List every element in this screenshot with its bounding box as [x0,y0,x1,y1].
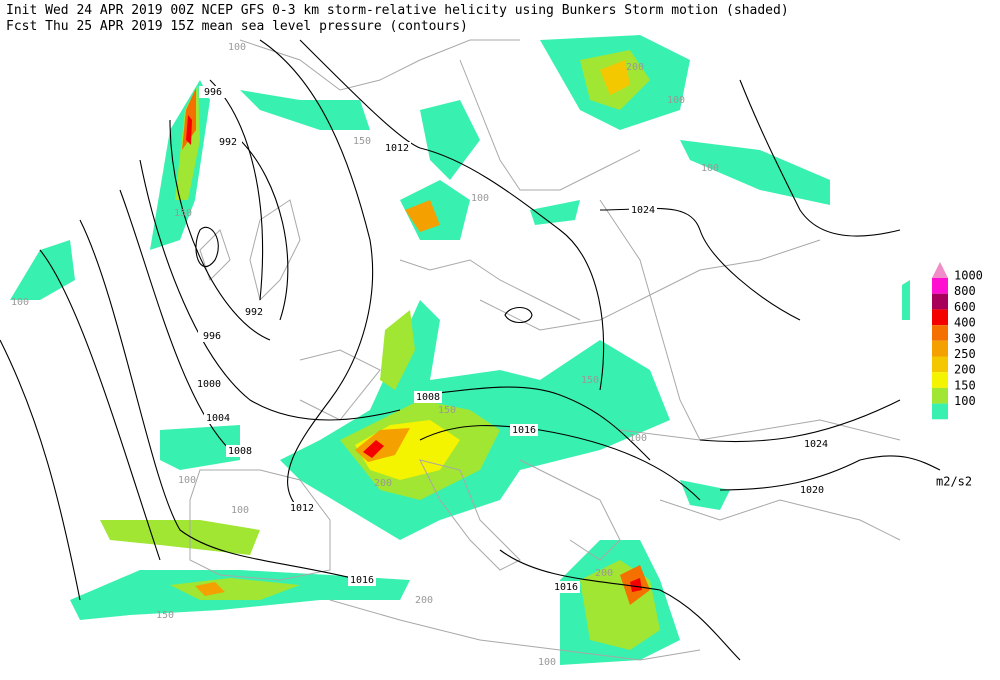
helicity-label: 100 [701,163,719,174]
helicity-label: 200 [626,62,644,73]
legend-swatch [932,325,948,341]
isobar-label-bg [414,391,442,403]
helicity-label: 100 [231,505,249,516]
legend-swatch [932,372,948,388]
legend-label: 800 [954,284,976,298]
isobar-label-bg [802,438,830,450]
isobar-label: 1024 [631,205,655,216]
helicity-label: 150 [156,610,174,621]
isobar-label: 1008 [228,446,252,457]
legend-label: 200 [954,363,976,377]
isobar-label: 1012 [385,143,409,154]
helicity-shading [10,35,910,665]
legend-label: 100 [954,394,976,408]
header-line: Fcst Thu 25 APR 2019 15Z mean sea level … [6,19,468,34]
isobar-label-bg [288,502,316,514]
isobar-label-bg [798,484,826,496]
isobar-label: 1016 [554,582,578,593]
coastlines [189,39,901,661]
isobar-label: 996 [204,87,222,98]
legend-label: 250 [954,347,976,361]
helicity-label: 100 [11,297,29,308]
legend-swatch [932,309,948,326]
isobar-label-bg [214,136,242,148]
isobar-label: 1016 [350,575,374,586]
helicity-label: 150 [438,405,456,416]
helicity-label: 150 [353,136,371,147]
isobar-label-bg [240,306,268,318]
legend-swatch [932,387,948,404]
isobar-label: 1004 [206,413,230,424]
isobar-label: 996 [203,331,221,342]
helicity-label: 100 [629,433,647,444]
legend-label: 150 [954,378,976,392]
isobar-label: 1024 [804,439,828,450]
helicity-label: 150 [174,208,192,219]
isobar-label-bg [198,330,226,342]
isobar-label-bg [383,142,411,154]
helicity-label: 100 [178,475,196,486]
isobar-label-bg [204,412,232,424]
helicity-label: 200 [374,478,392,489]
isobar-label-bg [629,204,657,216]
isobar-label: 992 [219,137,237,148]
legend-swatch [932,340,948,357]
isobar-label: 1016 [512,425,536,436]
isobar-label-bg [226,445,254,457]
legend-swatch [932,278,948,294]
isobars [0,39,941,661]
legend-swatch [932,403,948,420]
helicity-label: 100 [228,42,246,53]
helicity-label: 100 [667,95,685,106]
helicity-label: 150 [581,375,599,386]
isobar-label-bg [510,424,538,436]
isobar-label-bg [195,378,223,390]
isobar-label: 1012 [290,503,314,514]
helicity-label: 200 [415,595,433,606]
helicity-label: 100 [471,193,489,204]
legend-unit: m2/s2 [936,475,972,489]
isobar-label: 1020 [800,485,824,496]
legend-label: 300 [954,331,976,345]
legend-label: 1000 [954,269,983,283]
isobar-label-bg [348,574,376,586]
isobar-label-bg [199,86,227,98]
legend-top-triangle [932,262,948,278]
helicity-label: 200 [595,568,613,579]
legend-label: 400 [954,316,976,330]
legend-swatch [932,356,948,373]
helicity-label: 100 [538,657,556,668]
legend-label: 600 [954,300,976,314]
isobar-label: 992 [245,307,263,318]
legend-swatch [932,293,948,310]
map-labels: 996 992 992 996 1000 1004 1008 1012 1012 1008 1016… [11,42,830,668]
isobar-label: 1000 [197,379,221,390]
isobar-label-bg [552,581,580,593]
isobar-label: 1008 [416,392,440,403]
header-line: Init Wed 24 APR 2019 00Z NCEP GFS 0-3 km… [6,3,789,18]
